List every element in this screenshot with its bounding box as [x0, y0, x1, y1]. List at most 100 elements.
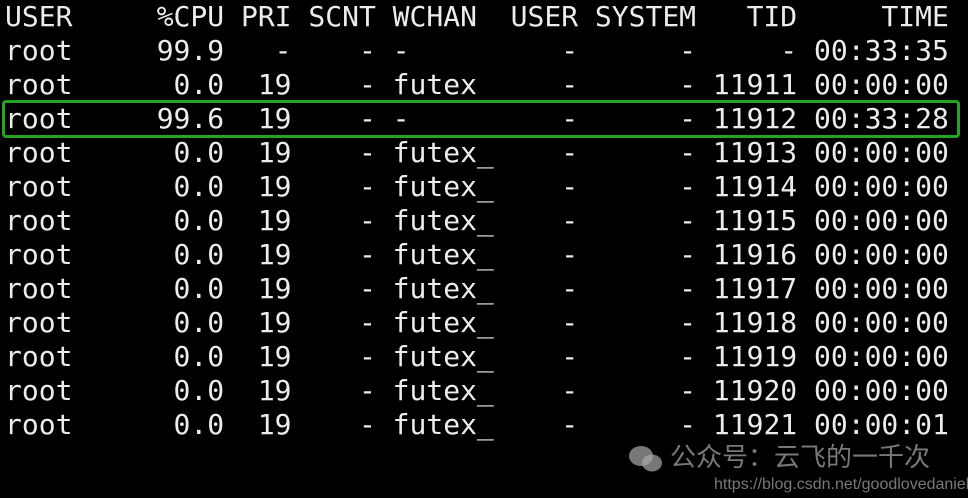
cell-pri: 19: [257, 136, 292, 169]
cell-wchan: futex_: [392, 170, 494, 203]
cell-time: 00:00:00: [814, 170, 949, 203]
cell-user: root: [5, 340, 73, 373]
cell-tid: 11914: [712, 170, 798, 203]
header-scnt: SCNT: [308, 0, 376, 33]
cell-system: -: [679, 204, 697, 237]
cell-user-time: -: [561, 238, 579, 271]
cell-scnt: -: [358, 340, 376, 373]
cell-tid: 11917: [712, 272, 798, 305]
cell-wchan: futex_: [392, 408, 494, 441]
cell-pri: 19: [257, 374, 292, 407]
watermark-title: 公众号：云飞的一千次: [670, 443, 931, 473]
header-time: TIME: [881, 0, 949, 33]
cell-user: root: [5, 136, 73, 169]
table-row: root 0.0 19- futex_ - -11915 00:00:00: [5, 204, 966, 238]
watermark: 公众号：云飞的一千次 https://blog.csdn.net/goodlov…: [626, 443, 968, 498]
cell-cpu: 0.0: [173, 408, 225, 441]
table-row: root 0.0 19- futex_ - -11917 00:00:00: [5, 272, 966, 306]
table-row: root 0.0 19- futex_ - -11919 00:00:00: [5, 340, 966, 374]
cell-cpu: 0.0: [173, 340, 225, 373]
watermark-url: https://blog.csdn.net/goodlovedaniel: [714, 476, 968, 493]
cell-user-time: -: [561, 102, 579, 135]
cell-wchan: futex_: [392, 136, 494, 169]
cell-tid: 11912: [712, 102, 798, 135]
cell-time: 00:33:28: [814, 102, 949, 135]
cell-scnt: -: [358, 238, 376, 271]
cell-cpu: 0.0: [173, 306, 225, 339]
cell-pri: 19: [257, 340, 292, 373]
cell-wchan: -: [392, 102, 410, 135]
cell-time: 00:00:00: [814, 374, 949, 407]
header-user-time: USER: [510, 0, 579, 33]
cell-tid: 11919: [712, 340, 798, 373]
cell-wchan: futex_: [392, 340, 494, 373]
cell-user: root: [5, 408, 73, 441]
cell-scnt: -: [358, 102, 376, 135]
cell-pri: 19: [257, 306, 292, 339]
header-wchan: WCHAN: [392, 0, 477, 33]
cell-user-time: -: [561, 204, 579, 237]
cell-user-time: -: [561, 306, 579, 339]
cell-cpu: 0.0: [173, 238, 225, 271]
cell-system: -: [679, 238, 697, 271]
cell-time: 00:00:00: [814, 340, 949, 373]
cell-tid: 11915: [712, 204, 798, 237]
cell-system: -: [679, 306, 697, 339]
cell-cpu: 0.0: [173, 136, 225, 169]
header-user: USER: [5, 0, 73, 33]
cell-tid: 11920: [712, 374, 798, 407]
cell-wchan: futex: [392, 68, 477, 101]
cell-user-time: -: [561, 340, 579, 373]
cell-user: root: [5, 102, 73, 135]
cell-pri: 19: [257, 204, 292, 237]
cell-wchan: futex_: [392, 272, 494, 305]
terminal-output: USER %CPU PRI SCNT WCHAN USER SYSTEM TID TIME roo…: [5, 0, 966, 442]
cell-scnt: -: [358, 374, 376, 407]
cell-wchan: futex_: [392, 204, 494, 237]
cell-system: -: [679, 272, 697, 305]
cell-scnt: -: [358, 136, 376, 169]
header-tid: TID: [746, 0, 798, 33]
header-cpu: %CPU: [156, 0, 225, 33]
cell-scnt: -: [358, 170, 376, 203]
cell-time: 00:00:01: [814, 408, 949, 441]
table-row: root 0.0 19- futex_ - -11920 00:00:00: [5, 374, 966, 408]
cell-user: root: [5, 238, 73, 271]
cell-system: -: [679, 408, 697, 441]
cell-pri: -: [274, 34, 292, 67]
cell-user: root: [5, 170, 73, 203]
cell-scnt: -: [358, 204, 376, 237]
table-row: root 0.0 19- futex_ - -11916 00:00:00: [5, 238, 966, 272]
table-row: root 99.9- - - - - -00:33:35: [5, 34, 966, 68]
cell-user-time: -: [561, 170, 579, 203]
cell-cpu: 99.9: [156, 34, 225, 67]
cell-user: root: [5, 306, 73, 339]
cell-time: 00:00:00: [814, 306, 949, 339]
cell-user-time: -: [561, 68, 579, 101]
cell-time: 00:00:00: [814, 204, 949, 237]
cell-system: -: [679, 68, 697, 101]
header-row: USER %CPU PRI SCNT WCHAN USER SYSTEM TID TIME: [5, 0, 966, 34]
cell-scnt: -: [358, 272, 376, 305]
cell-scnt: -: [358, 34, 376, 67]
cell-scnt: -: [358, 408, 376, 441]
cell-tid: 11913: [712, 136, 798, 169]
table-row: root 0.0 19- futex_ - -11914 00:00:00: [5, 170, 966, 204]
cell-user: root: [5, 374, 73, 407]
table-row: root 0.0 19- futex_ - -11918 00:00:00: [5, 306, 966, 340]
cell-user: root: [5, 68, 73, 101]
cell-cpu: 99.6: [156, 102, 225, 135]
cell-user-time: -: [561, 136, 579, 169]
table-row: root 0.0 19- futex_ - -11913 00:00:00: [5, 136, 966, 170]
table-row: root 0.0 19- futex_ - -11921 00:00:01: [5, 408, 966, 442]
cell-pri: 19: [257, 102, 292, 135]
table-row: root 0.0 19- futex - -11911 00:00:00: [5, 68, 966, 102]
cell-user-time: -: [561, 374, 579, 407]
cell-system: -: [679, 340, 697, 373]
highlight-box: [2, 100, 960, 138]
cell-user: root: [5, 34, 73, 67]
cell-tid: 11911: [712, 68, 798, 101]
cell-pri: 19: [257, 272, 292, 305]
header-pri: PRI: [240, 0, 292, 33]
cell-system: -: [679, 374, 697, 407]
